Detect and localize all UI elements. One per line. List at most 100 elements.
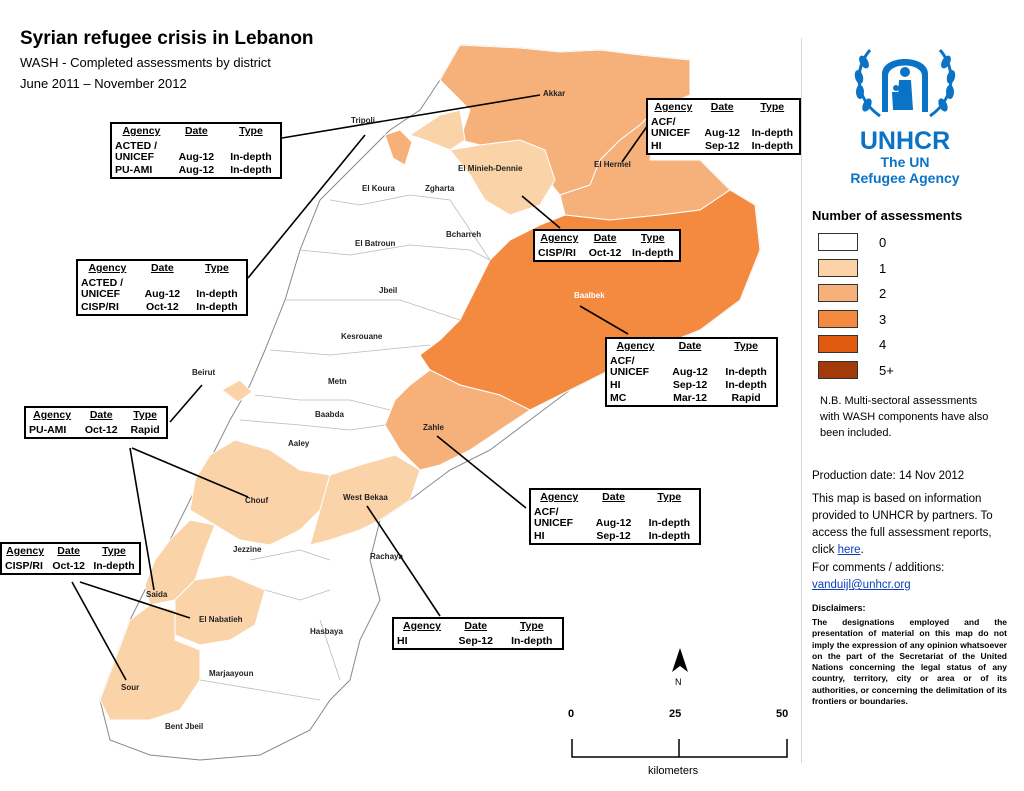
label-aaley: Aaley [288, 439, 310, 448]
type-cell: In-depth [93, 560, 135, 572]
unhcr-logo: UNHCR The UN Refugee Agency [840, 40, 970, 186]
date-cell: Sep-12 [596, 530, 631, 542]
label-el-batroun: El Batroun [355, 239, 396, 248]
assessment-table: Agency Date Type ACTED / UNICEF Aug-12 In-dep… [78, 261, 246, 314]
label-zahle: Zahle [423, 423, 444, 432]
assessment-row: MC Mar-12 Rapid [607, 392, 776, 405]
assessment-table: Agency Date Type ACF/ UNICEF Aug-12 In-depth H… [531, 490, 699, 543]
district-boundaries [199, 194, 491, 701]
contact-email-link[interactable]: vanduijl@unhcr.org [812, 579, 911, 591]
label-saida: Saida [146, 590, 168, 599]
unhcr-tagline-1: The UN [880, 154, 930, 170]
legend-swatch [818, 360, 858, 379]
agency-cell: ACF/ UNICEF [651, 116, 691, 139]
type-cell: In-depth [632, 247, 674, 259]
label-sour: Sour [121, 683, 139, 692]
legend-label: 1 [879, 260, 887, 276]
agency-cell: ACF/ UNICEF [534, 506, 574, 529]
type-header: Type [102, 545, 126, 557]
district-chouf [189, 439, 331, 546]
assessment-row: HI Sep-12 In-depth [607, 379, 776, 392]
agency-cell: HI [397, 635, 408, 647]
report-link[interactable]: here [837, 544, 861, 556]
assessment-table: Agency Date Type HI Sep-12 In-depth [394, 619, 562, 648]
scale-bar-graphic [571, 739, 788, 758]
date-cell: Oct-12 [84, 424, 118, 436]
legend-swatch [818, 284, 858, 302]
legend-swatch [818, 309, 858, 328]
date-header: Date [184, 125, 208, 137]
date-cell: Mar-12 [673, 392, 707, 404]
legend-label: 5+ [879, 362, 894, 378]
label-jezzine: Jezzine [233, 545, 262, 554]
scale-bar: 0 25 50 kilometers [560, 708, 800, 788]
district-tripoli [384, 129, 413, 166]
agency-cell: CISP/RI [81, 301, 119, 313]
legend-swatch [818, 335, 858, 353]
district-el-minieh-dennie [449, 139, 556, 216]
unhcr-tagline-2: Refugee Agency [850, 170, 960, 186]
type-cell: In-depth [751, 140, 793, 152]
district-north-coast [408, 109, 466, 151]
label-baalbek: Baalbek [574, 291, 605, 300]
assessment-table-header: Agency Date Type [2, 544, 139, 560]
type-cell: Rapid [731, 392, 761, 404]
legend-item: 0 [818, 233, 918, 253]
agency-header: Agency [616, 340, 655, 352]
date-header: Date [678, 340, 702, 352]
assessment-row: CISP/RI Oct-12 In-depth [2, 560, 139, 573]
type-header: Type [760, 101, 785, 113]
legend-label: 0 [879, 235, 887, 250]
legend-item: 3 [818, 309, 918, 330]
date-cell: Aug-12 [672, 366, 708, 378]
date-cell: Aug-12 [178, 164, 215, 176]
label-bcharreh: Bcharreh [446, 230, 481, 239]
assessment-box-baalbek: Agency Date Type ACF/ UNICEF Aug-12 In-depth H… [605, 337, 778, 407]
type-cell: In-depth [196, 288, 238, 300]
info-text-body: This map is based on information provide… [812, 493, 993, 556]
agency-header: Agency [33, 409, 72, 421]
date-header: Date [464, 620, 488, 632]
production-date: Production date: 14 Nov 2012 [812, 470, 965, 482]
scale-tick-0: 0 [568, 708, 575, 720]
label-zgharta: Zgharta [425, 184, 455, 193]
assessment-row: HI Sep-12 In-depth [648, 140, 799, 153]
assessment-box-el-minieh-dennie: Agency Date Type CISP/RI Oct-12 In-depth [533, 229, 681, 262]
date-cell: Aug-12 [704, 127, 740, 139]
label-chouf: Chouf [245, 496, 268, 505]
date-cell: Oct-12 [588, 247, 622, 259]
date-cell: Aug-12 [144, 288, 181, 300]
label-beirut: Beirut [192, 368, 215, 377]
type-cell: In-depth [511, 635, 553, 647]
assessment-row: CISP/RI Oct-12 In-depth [535, 247, 679, 260]
date-header: Date [89, 409, 113, 421]
type-cell: In-depth [751, 127, 793, 139]
legend-item: 1 [818, 258, 918, 279]
label-bent-jbeil: Bent Jbeil [165, 722, 203, 731]
date-cell: Sep-12 [458, 635, 493, 647]
assessment-table-header: Agency Date Type [648, 100, 799, 116]
leader-lines [71, 94, 649, 681]
type-header: Type [239, 125, 263, 137]
agency-header: Agency [403, 620, 441, 632]
label-rachaya: Rachaya [370, 552, 403, 561]
label-el-minieh-dennie: El Minieh-Dennie [458, 164, 523, 173]
agency-cell: ACF/ UNICEF [610, 355, 650, 378]
type-cell: In-depth [725, 366, 767, 378]
legend-swatch [818, 258, 858, 277]
legend-label: 4 [879, 337, 887, 352]
assessment-box-beirut: Agency Date Type PU-AMI Oct-12 Rapid [24, 406, 168, 439]
info-text: This map is based on information provide… [812, 491, 1012, 559]
assessment-table-header: Agency Date Type [78, 261, 246, 277]
type-cell: In-depth [230, 164, 272, 176]
assessment-box-zahle: Agency Date Type ACF/ UNICEF Aug-12 In-depth H… [529, 488, 701, 545]
type-cell: Rapid [130, 424, 160, 436]
assessment-row: ACF/ UNICEF Aug-12 In-depth [607, 355, 776, 379]
label-el-koura: El Koura [362, 184, 395, 193]
assessment-row: ACF/ UNICEF Aug-12 In-depth [531, 506, 699, 530]
label-el-hermel: El Hermel [594, 160, 631, 169]
agency-cell: HI [651, 140, 662, 152]
type-cell: In-depth [648, 517, 690, 529]
agency-cell: ACTED / UNICEF [81, 277, 123, 300]
legend-item: 2 [818, 284, 918, 304]
